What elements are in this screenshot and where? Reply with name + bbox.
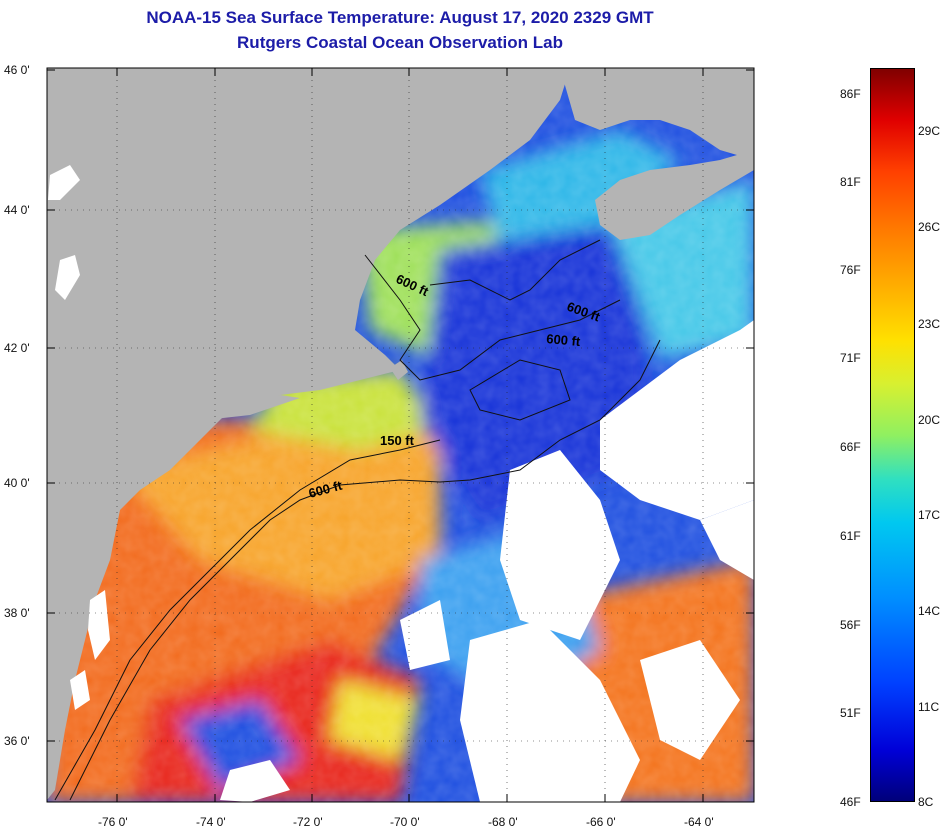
map-subtitle: Rutgers Coastal Ocean Observation Lab [237,33,563,52]
cloud-cover [220,320,754,802]
lon-label-70: -70 0' [390,815,420,829]
inland-water-bodies [48,165,110,710]
lat-ticks [47,69,754,742]
colorbar-c-26: 26C [918,220,941,234]
colorbar-f-76: 76F [840,263,861,277]
lon-label-66: -66 0' [586,815,616,829]
map-frame [46,67,755,803]
depth-contours [54,239,661,801]
contour-label-georges-bank: 600 ft [546,331,582,349]
colorbar-f-71: 71F [840,351,861,365]
colorbar-c-11: 11C [918,700,940,714]
land-long-island [200,395,300,420]
temperature-colorbar [870,68,915,802]
land-new-brunswick [560,68,754,160]
land-nova-scotia [595,150,754,240]
lat-label-36: 36 0' [4,734,30,748]
map-title: NOAA-15 Sea Surface Temperature: August … [146,8,654,27]
colorbar-c-14: 14C [918,604,941,618]
colorbar-f-66: 66F [840,440,861,454]
contour-label-150ft: 150 ft [380,433,415,448]
colorbar-f-56: 56F [840,618,861,632]
graticule [47,68,754,802]
colorbar-f-46: 46F [840,795,861,809]
lon-label-76: -76 0' [98,815,128,829]
colorbar-c-29: 29C [918,124,941,138]
colorbar-c-8: 8C [918,795,934,809]
colorbar-c-23: 23C [918,317,941,331]
lat-label-44: 44 0' [4,203,30,217]
lat-label-46: 46 0' [4,63,30,77]
lon-label-68: -68 0' [488,815,518,829]
lon-label-72: -72 0' [293,815,323,829]
lat-label-38: 38 0' [4,606,30,620]
lon-ticks [116,68,704,802]
lat-label-42: 42 0' [4,341,30,355]
land-mainland [47,68,570,800]
colorbar-f-61: 61F [840,529,861,543]
land-cape-cod [390,360,408,380]
lat-label-40: 40 0' [4,476,30,490]
colorbar-f-86: 86F [840,87,861,101]
lon-label-74: -74 0' [196,815,226,829]
colorbar-c-17: 17C [918,508,941,522]
colorbar-f-51: 51F [840,706,861,720]
colorbar-f-81: 81F [840,175,861,189]
colorbar-c-20: 20C [918,413,941,427]
lon-label-64: -64 0' [684,815,714,829]
